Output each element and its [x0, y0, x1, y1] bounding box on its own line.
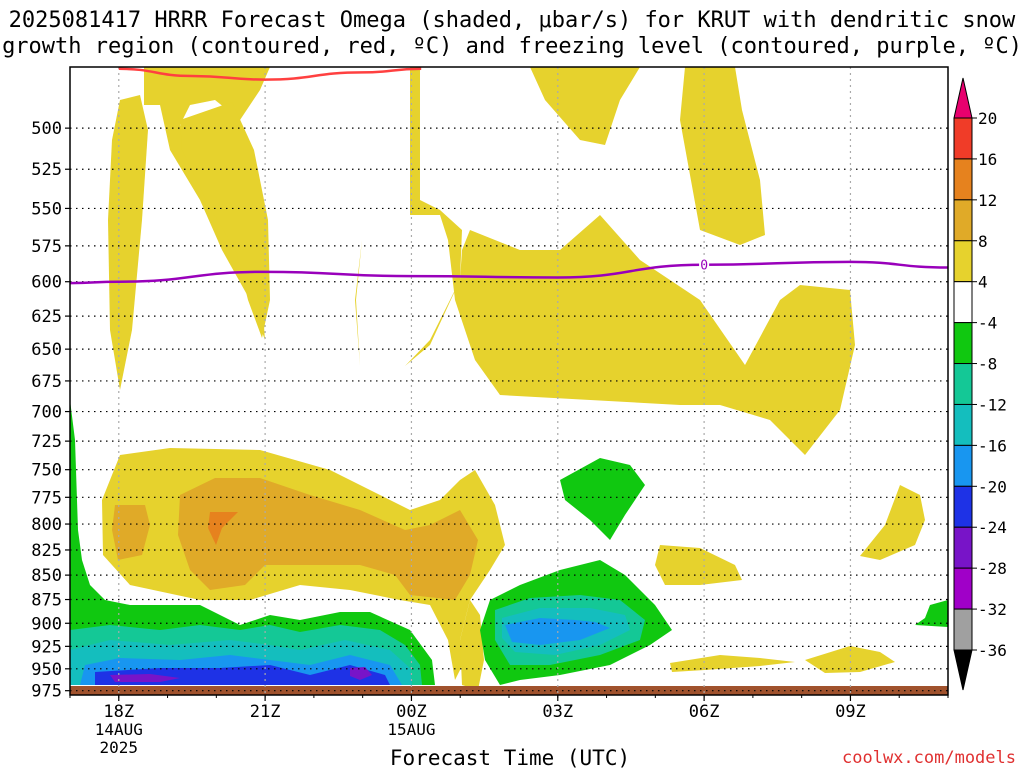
colorbar-label: -20	[978, 477, 1007, 496]
omega-shading	[70, 67, 948, 690]
y-tick-label: 625	[31, 307, 62, 327]
x-tick-label: 21Z	[250, 702, 281, 722]
colorbar-swatch	[953, 526, 973, 569]
colorbar-swatch	[953, 158, 973, 201]
x-tick-sublabel: 14AUG	[95, 720, 143, 739]
x-tick-label: 09Z	[835, 702, 866, 722]
y-tick-label: 925	[31, 637, 62, 657]
colorbar-swatch	[953, 567, 973, 610]
y-axis: 500 525 550 575 600 625 650 675 700 725 750 775 800 8…	[31, 119, 70, 702]
colorbar-label: 8	[978, 232, 988, 251]
freezing-level-label-bg	[699, 257, 710, 271]
y-tick-label: 575	[31, 237, 62, 257]
colorbar-top-arrow	[953, 77, 973, 119]
colorbar-swatch	[953, 117, 973, 160]
omega-region-4-8	[144, 67, 855, 455]
y-tick-label: 650	[31, 340, 62, 360]
freezing-level-label: 0	[700, 259, 708, 274]
colorbar-label: -32	[978, 600, 1007, 619]
colorbar-swatch	[953, 363, 973, 405]
omega-region-4-8	[460, 600, 484, 690]
dendritic-growth-contour	[118, 67, 422, 81]
x-tick-label: 18Z	[103, 702, 134, 722]
omega-region-neg4-neg8	[70, 400, 435, 685]
colorbar-label: 4	[978, 273, 988, 292]
colorbar-swatch	[953, 240, 973, 283]
contour-lines: 0	[70, 67, 948, 285]
x-tick-sublabel: 2025	[100, 738, 139, 757]
x-tick-sublabel: 15AUG	[387, 720, 435, 739]
chart-title-line-1: 2025081417 HRRR Forecast Omega (shaded, …	[8, 8, 1016, 33]
colorbar-label: -4	[978, 314, 997, 333]
omega-region-4-8	[108, 95, 148, 390]
y-tick-label: 525	[31, 160, 62, 180]
y-tick-label: 950	[31, 660, 62, 680]
x-tick-label: 06Z	[689, 702, 720, 722]
colorbar: 20 16 12 8 4 -4 -8 -12 -16 -20 -24 -28 -32 -36	[953, 77, 1007, 691]
omega-region-4-8	[860, 485, 925, 560]
omega-region-neg24-neg28	[110, 674, 180, 682]
colorbar-label: 12	[978, 191, 997, 210]
y-tick-label: 825	[31, 541, 62, 561]
freezing-level-contour	[70, 260, 948, 285]
colorbar-label: -12	[978, 395, 1007, 414]
omega-region-4-8	[680, 67, 765, 245]
colorbar-swatch	[953, 322, 973, 365]
grid-lines	[70, 67, 948, 695]
colorbar-label: 20	[978, 109, 997, 128]
y-tick-label: 975	[31, 682, 62, 702]
chart-title-line-2: growth region (contoured, red, ºC) and f…	[2, 34, 1022, 59]
colorbar-label: -28	[978, 559, 1007, 578]
colorbar-label: -36	[978, 641, 1007, 660]
y-tick-label: 750	[31, 461, 62, 481]
omega-region-neg24-neg28	[350, 667, 372, 680]
colorbar-label: 16	[978, 150, 997, 169]
y-tick-label: 600	[31, 273, 62, 293]
colorbar-label: -16	[978, 436, 1007, 455]
y-tick-label: 775	[31, 488, 62, 508]
colorbar-label: -24	[978, 518, 1007, 537]
watermark: coolwx.com/models	[842, 748, 1016, 768]
colorbar-swatch	[953, 281, 973, 324]
omega-region-4-8	[530, 67, 640, 145]
y-tick-label: 500	[31, 119, 62, 139]
y-tick-label: 550	[31, 199, 62, 219]
colorbar-swatch	[953, 485, 973, 528]
colorbar-swatch	[953, 403, 973, 446]
y-tick-label: 850	[31, 566, 62, 586]
omega-region-8-12	[178, 478, 478, 600]
x-tick-label: 03Z	[542, 702, 573, 722]
y-tick-label: 675	[31, 372, 62, 392]
y-tick-label: 900	[31, 614, 62, 634]
y-tick-label: 800	[31, 515, 62, 535]
x-tick-label: 00Z	[396, 702, 427, 722]
colorbar-swatch	[953, 199, 973, 242]
y-tick-label: 875	[31, 591, 62, 611]
colorbar-bottom-arrow	[953, 649, 973, 691]
omega-region-4-8	[805, 646, 895, 673]
colorbar-label: -8	[978, 355, 997, 374]
y-tick-label: 725	[31, 432, 62, 452]
omega-region-4-8	[670, 655, 795, 672]
omega-region-12-16	[208, 512, 238, 545]
colorbar-swatch	[953, 608, 973, 651]
plot-frame	[69, 66, 949, 696]
x-axis-label: Forecast Time (UTC)	[390, 746, 630, 768]
y-tick-label: 700	[31, 403, 62, 423]
omega-region-neg4-neg8	[915, 600, 948, 627]
omega-region-8-12	[112, 505, 150, 560]
omega-region-4-8	[655, 545, 742, 585]
colorbar-swatch	[953, 444, 973, 487]
omega-region-4-8	[180, 102, 270, 338]
omega-region-neg4-neg8	[560, 458, 645, 540]
